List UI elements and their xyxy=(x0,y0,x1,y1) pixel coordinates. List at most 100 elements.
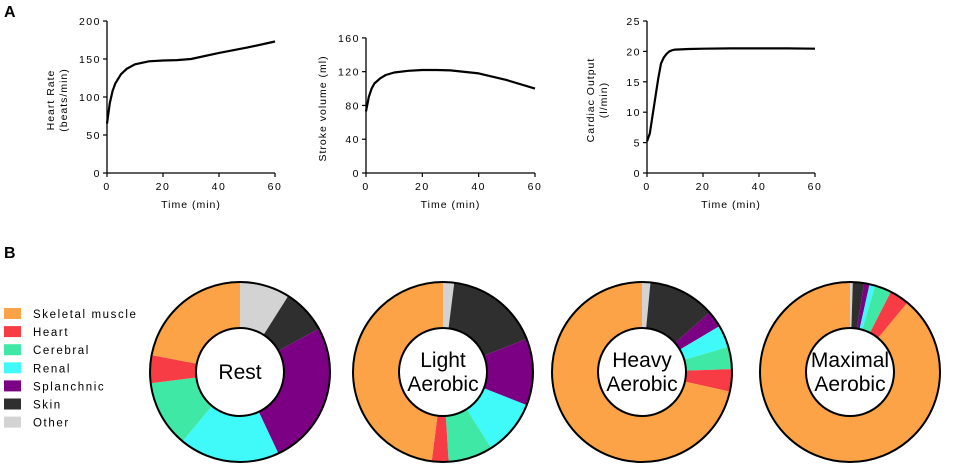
y-tick-label: 0 xyxy=(94,168,101,180)
x-tick-label: 40 xyxy=(471,181,486,193)
donut-slice-skin xyxy=(448,282,527,356)
donut-label: Aerobic xyxy=(814,373,885,396)
donut-slice-cerebral xyxy=(684,346,732,371)
donut-outline xyxy=(759,281,941,463)
x-axis-label: Time (min) xyxy=(421,199,481,211)
donut-slice-heart xyxy=(431,415,449,463)
donut-hole xyxy=(597,327,687,417)
line-chart-2: 0 20 40 60 0 40 80 120 160 Time (min) Stroke volum… xyxy=(317,33,541,211)
legend-label: Other xyxy=(33,418,70,430)
y-tick-label: 25 xyxy=(626,16,641,28)
y-tick-label: 120 xyxy=(338,67,360,79)
donut-hole xyxy=(805,327,895,417)
donut-slice-skin xyxy=(851,282,865,329)
x-tick-label: 20 xyxy=(156,181,171,193)
donut-slice-heart xyxy=(684,369,732,392)
legend-swatch xyxy=(4,380,21,392)
y-axis-label: Stroke volume (ml) xyxy=(317,55,329,161)
donut-slice-renal xyxy=(182,405,279,462)
donut-label: Aerobic xyxy=(606,373,677,396)
legend-label: Cerebral xyxy=(33,345,90,357)
legend-swatch xyxy=(4,398,21,410)
donut-outline xyxy=(149,281,331,463)
x-tick-label: 20 xyxy=(415,181,430,193)
donut-slice-splanchnic xyxy=(856,283,870,330)
x-tick-label: 60 xyxy=(808,181,823,193)
legend-swatch xyxy=(4,308,21,319)
x-tick-label: 0 xyxy=(103,181,110,193)
donut-label: Maximal xyxy=(811,349,889,372)
x-axis-label: Time (min) xyxy=(161,199,221,211)
donut-slice-other xyxy=(850,282,853,329)
data-line xyxy=(645,47,816,142)
donut-label: Heavy xyxy=(612,349,672,372)
donut-slice-splanchnic xyxy=(675,312,720,350)
donut-slice-renal xyxy=(466,388,527,448)
donut-slice-skeletal-muscle xyxy=(151,282,240,364)
panel-label-a: A xyxy=(4,4,16,21)
y-tick-label: 0 xyxy=(634,168,641,180)
legend-label: Splanchnic xyxy=(33,381,105,393)
donut-slice-splanchnic xyxy=(483,338,533,406)
legend-label: Skin xyxy=(33,400,62,412)
y-axis-label: Heart Rate xyxy=(45,70,57,131)
y-axis-label: (l/min) xyxy=(598,82,610,118)
donut-slice-cerebral xyxy=(150,377,212,442)
y-tick-label: 0 xyxy=(353,168,360,180)
legend-swatch xyxy=(4,326,21,338)
donut-label: Aerobic xyxy=(407,373,478,396)
legend-swatch xyxy=(4,362,21,374)
y-tick-label: 15 xyxy=(626,77,641,89)
y-axis-label: Cardiac Output xyxy=(585,58,597,143)
legend-label: Heart xyxy=(33,327,69,339)
donut-hole xyxy=(398,327,488,417)
y-tick-label: 200 xyxy=(79,16,101,28)
y-tick-label: 10 xyxy=(626,107,641,119)
x-axis-label: Time (min) xyxy=(701,199,761,211)
donut-outline xyxy=(551,281,733,463)
donut-1: Rest xyxy=(149,281,331,463)
y-tick-label: 160 xyxy=(338,33,360,45)
donut-slice-other xyxy=(240,282,289,335)
y-tick-label: 20 xyxy=(626,46,641,58)
donut-slice-skeletal-muscle xyxy=(760,282,941,463)
donut-slice-splanchnic xyxy=(258,328,331,454)
donut-slice-skin xyxy=(646,282,710,343)
donut-slice-other xyxy=(642,282,651,329)
legend-swatch xyxy=(4,344,21,356)
legend: Skeletal muscle Heart Cerebral Renal Splanch… xyxy=(4,308,138,430)
y-tick-label: 5 xyxy=(634,138,641,150)
donut-slice-other xyxy=(443,282,455,329)
y-axis-label: (beats/min) xyxy=(58,68,70,132)
x-tick-label: 0 xyxy=(643,181,650,193)
donut-slice-skeletal-muscle xyxy=(552,282,730,462)
y-tick-label: 40 xyxy=(345,134,360,146)
donut-label: Light xyxy=(420,349,466,372)
donut-slice-cerebral xyxy=(445,409,492,462)
data-line xyxy=(364,68,536,112)
donut-slice-heart xyxy=(869,291,908,339)
donut-slice-renal xyxy=(859,284,876,330)
donut-outline xyxy=(352,281,534,463)
x-tick-label: 0 xyxy=(362,181,369,193)
y-tick-label: 80 xyxy=(345,100,360,112)
donut-slice-skin xyxy=(263,296,319,351)
donut-slice-cerebral xyxy=(862,285,891,333)
line-chart-3: 0 20 40 60 0 5 10 15 20 25 Time (min) Cardiac Outpu… xyxy=(585,16,823,211)
panel-label-b: B xyxy=(4,245,16,262)
y-tick-label: 150 xyxy=(79,54,101,66)
legend-label: Skeletal muscle xyxy=(33,309,138,321)
donut-slice-skeletal-muscle xyxy=(352,282,443,462)
donut-slice-renal xyxy=(679,326,729,360)
donut-label: Rest xyxy=(218,361,261,384)
x-tick-label: 60 xyxy=(268,181,283,193)
legend-swatch xyxy=(4,416,21,428)
x-tick-label: 40 xyxy=(212,181,227,193)
legend-label: Renal xyxy=(33,363,71,375)
y-tick-label: 50 xyxy=(86,130,101,142)
x-tick-label: 40 xyxy=(752,181,767,193)
